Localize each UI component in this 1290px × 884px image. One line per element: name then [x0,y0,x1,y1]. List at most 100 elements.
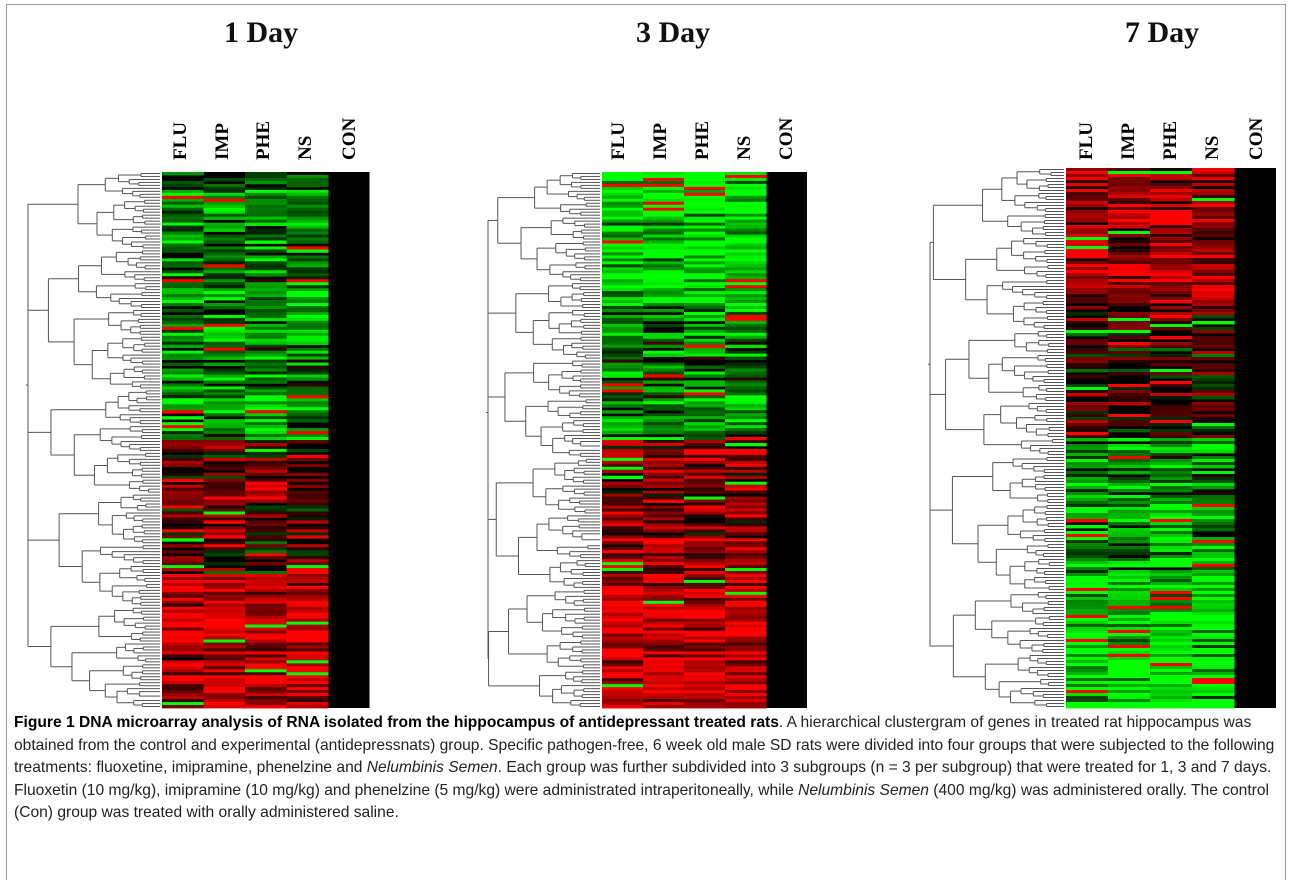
heatmap-cell [1150,687,1193,691]
heatmap-cell [725,174,767,179]
clustergram-1-day [26,172,370,709]
heatmap-cell [725,669,767,673]
heatmap-cell [1150,513,1193,517]
heatmap-cell [643,633,685,637]
heatmap-cell [1108,450,1151,454]
heatmap-cell [203,353,246,358]
heatmap-cell [1192,192,1235,196]
heatmap-cell [162,493,204,497]
heatmap-cell [684,576,726,581]
heatmap-cell [1192,522,1235,526]
heatmap-cell [1192,261,1235,265]
heatmap-cell [286,502,329,506]
heatmap-cell [725,490,767,494]
heatmap-cell [245,553,287,557]
heatmap-cell [643,392,685,396]
heatmap-cell [725,323,767,328]
heatmap-cell [1108,282,1151,286]
heatmap-cell [725,544,767,548]
heatmap-cell [245,612,287,617]
heatmap-cell [1192,366,1235,370]
heatmap-cell [643,702,685,706]
heatmap-cell [1066,666,1109,670]
heatmap-cell [1150,597,1193,601]
heatmap-cell [203,225,246,229]
heatmap-cell [1108,273,1151,277]
heatmap-cell [203,600,246,605]
heatmap-cell [245,258,287,262]
heatmap-cell [1066,207,1109,211]
heatmap-cell [1066,198,1109,202]
heatmap-cell [684,505,726,509]
heatmap-cell [1150,603,1193,607]
heatmap-cell [162,261,204,265]
heatmap-cell [245,392,287,396]
heatmap-cell [1150,336,1193,340]
heatmap-cell [1108,516,1151,520]
heatmap-cell [1108,402,1151,406]
heatmap-cell [725,550,767,554]
heatmap-cell [725,172,767,176]
heatmap-cell [1066,438,1109,442]
heatmap-cell [1066,657,1109,661]
heatmap-cell [203,335,246,340]
heatmap-cell [203,475,246,480]
heatmap-cell [684,383,726,387]
heatmap-cell [203,684,246,688]
heatmap-cell [643,618,685,623]
heatmap-cell [203,279,246,283]
heatmap-cell [602,696,644,700]
heatmap-cell [643,627,685,631]
heatmap-cell [643,535,685,539]
heatmap-cell [684,410,726,414]
heatmap-cell [1108,324,1151,328]
heatmap-cell [1192,258,1235,262]
heatmap-cell [1066,450,1109,454]
heatmap-cell [725,314,767,319]
heatmap-cell [602,317,644,322]
heatmap-cell [1066,183,1109,187]
heatmap-cell [602,207,644,212]
heatmap-cell [684,180,726,185]
heatmap-cell [684,246,726,250]
heatmap-cell [684,434,726,438]
heatmap-cell [1192,615,1235,619]
heatmap-cell [1108,219,1151,223]
heatmap-cell [602,538,644,542]
heatmap-cell [643,180,685,185]
heatmap-cell [725,609,767,614]
heatmap-cell [725,392,767,396]
heatmap-cell [1066,645,1109,649]
heatmap-cell [1192,552,1235,556]
heatmap-cell [162,335,204,340]
heatmap-cell [725,416,767,420]
heatmap-cell [1108,303,1151,307]
heatmap-cell [162,237,204,241]
heatmap-cell [602,440,644,444]
heatmap-cell [203,651,246,655]
heatmap-cell [286,365,329,369]
heatmap-cell [725,276,767,280]
heatmap-cell [1108,423,1151,427]
heatmap-cell [1066,168,1109,172]
heatmap-cell [1108,174,1151,178]
heatmap-cell [643,526,685,530]
heatmap-cell [1108,231,1151,235]
heatmap-cell [684,210,726,215]
heatmap-cell [725,475,767,480]
heatmap-cell [602,428,644,432]
heatmap-cell [725,356,767,360]
heatmap-cell [602,657,644,661]
heatmap-cell [286,624,329,628]
heatmap-cell [684,663,726,667]
heatmap-cell [245,469,287,474]
heatmap-cell [1192,585,1235,589]
heatmap-cell [1150,636,1193,640]
heatmap-cell [1150,657,1193,661]
heatmap-cell [1066,600,1109,604]
heatmap-cell [684,374,726,378]
heatmap-cell [1192,387,1235,391]
heatmap-cell [162,526,204,530]
heatmap-cell [725,565,767,569]
heatmap-cell [286,428,329,432]
